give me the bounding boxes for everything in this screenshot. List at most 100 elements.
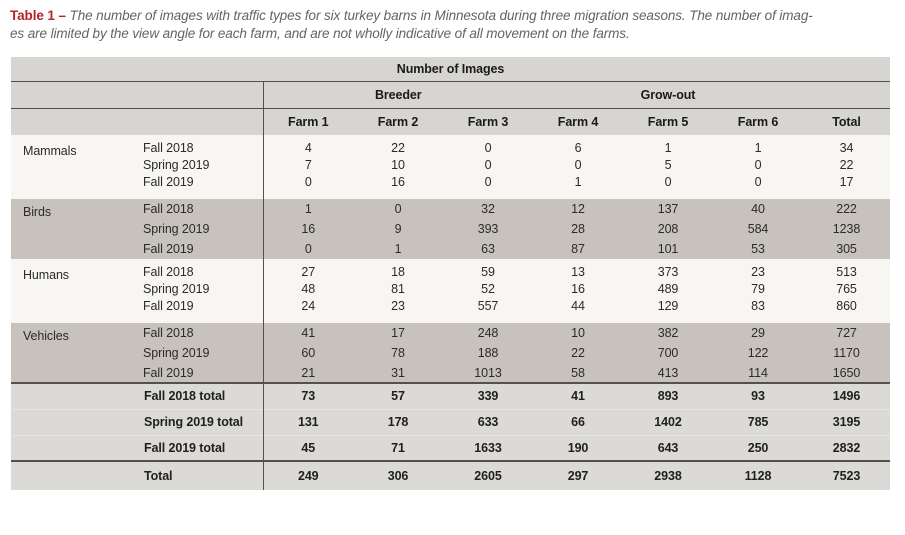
season-label: Fall 2019 <box>131 363 264 383</box>
table-row: Birds Fall 2018 1 0 32 12 137 40 222 <box>11 199 891 259</box>
season-label: Spring 2019 <box>131 279 264 299</box>
value-cell: 137 <box>623 199 713 219</box>
value-cell: 700 <box>623 343 713 363</box>
season-label: Fall 2019 <box>131 175 264 199</box>
grand-total-value: 2938 <box>623 460 713 490</box>
table-row: Spring 2019 60 78 188 22 700 122 1170 <box>11 343 891 363</box>
value-cell: 1013 <box>443 363 533 383</box>
table-caption: Table 1 – The number of images with traf… <box>10 7 898 42</box>
value-cell: 79 <box>713 279 803 299</box>
value-cell: 48 <box>263 279 353 299</box>
value-cell: 58 <box>533 363 623 383</box>
grand-total-value: 2605 <box>443 460 533 490</box>
value-cell: 24 <box>263 299 353 323</box>
value-cell: 129 <box>623 299 713 323</box>
value-cell: 305 <box>803 239 891 259</box>
value-cell: 28 <box>533 219 623 239</box>
value-cell: 413 <box>623 363 713 383</box>
value-cell: 0 <box>713 175 803 199</box>
value-cell: 10 <box>353 155 443 175</box>
value-cell: 32 <box>443 199 533 219</box>
season-total-label: Fall 2018 total <box>11 382 264 409</box>
season-total-value: 893 <box>623 382 713 409</box>
value-cell: 393 <box>443 219 533 239</box>
value-cell: 16 <box>533 279 623 299</box>
category-label: Humans <box>11 259 131 323</box>
value-cell: 40 <box>713 199 803 219</box>
grand-total-value: 297 <box>533 460 623 490</box>
table-row: Spring 2019 16 9 393 28 208 584 1238 <box>11 219 891 239</box>
season-total-label: Fall 2019 total <box>11 434 264 461</box>
group-header-growout: Grow-out <box>533 81 803 109</box>
caption-line1: The number of images with traffic types … <box>69 8 813 23</box>
value-cell: 860 <box>803 299 891 323</box>
value-cell: 0 <box>443 175 533 199</box>
season-total-value: 2832 <box>803 434 891 461</box>
grand-total-value: 306 <box>353 460 443 490</box>
value-cell: 584 <box>713 219 803 239</box>
group-header-breeder: Breeder <box>263 81 533 109</box>
value-cell: 0 <box>533 155 623 175</box>
season-total-value: 190 <box>533 434 623 461</box>
value-cell: 18 <box>353 259 443 279</box>
table-row: Fall 2019 24 23 557 44 129 83 860 <box>11 299 891 323</box>
season-label: Fall 2018 <box>131 323 264 343</box>
season-total-value: 1496 <box>803 382 891 409</box>
value-cell: 22 <box>533 343 623 363</box>
season-total-value: 3195 <box>803 408 891 435</box>
value-cell: 6 <box>533 135 623 155</box>
value-cell: 16 <box>353 175 443 199</box>
value-cell: 9 <box>353 219 443 239</box>
value-cell: 0 <box>443 135 533 155</box>
group-header-row: Breeder Grow-out <box>11 81 891 109</box>
season-total-value: 785 <box>713 408 803 435</box>
season-label: Spring 2019 <box>131 219 264 239</box>
season-total-row: Spring 2019 total 131 178 633 66 1402 785 3195 <box>11 408 891 435</box>
value-cell: 21 <box>263 363 353 383</box>
column-header-farm1: Farm 1 <box>263 108 353 135</box>
grand-total-label: Total <box>11 460 264 490</box>
season-label: Spring 2019 <box>131 343 264 363</box>
value-cell: 513 <box>803 259 891 279</box>
table-row: Mammals Fall 2018 4 22 0 6 1 1 34 <box>11 135 891 199</box>
table-row: Fall 2019 0 1 63 87 101 53 305 <box>11 239 891 259</box>
table-title-row: Number of Images <box>11 57 891 82</box>
category-label: Birds <box>11 199 131 259</box>
table-row: Spring 2019 48 81 52 16 489 79 765 <box>11 279 891 299</box>
group-header-spacer <box>11 81 264 109</box>
table-row: Fall 2019 21 31 1013 58 413 114 1650 <box>11 363 891 383</box>
column-header-total: Total <box>803 108 891 135</box>
value-cell: 27 <box>263 259 353 279</box>
value-cell: 41 <box>263 323 353 343</box>
value-cell: 489 <box>623 279 713 299</box>
value-cell: 248 <box>443 323 533 343</box>
season-total-value: 178 <box>353 408 443 435</box>
value-cell: 557 <box>443 299 533 323</box>
column-header-farm4: Farm 4 <box>533 108 623 135</box>
value-cell: 17 <box>353 323 443 343</box>
value-cell: 44 <box>533 299 623 323</box>
season-total-value: 131 <box>263 408 353 435</box>
grand-total-value: 1128 <box>713 460 803 490</box>
value-cell: 4 <box>263 135 353 155</box>
season-total-row: Fall 2018 total 73 57 339 41 893 93 1496 <box>11 382 891 409</box>
value-cell: 0 <box>443 155 533 175</box>
value-cell: 34 <box>803 135 891 155</box>
value-cell: 0 <box>263 239 353 259</box>
season-total-value: 339 <box>443 382 533 409</box>
season-label: Fall 2018 <box>131 199 264 219</box>
caption-label: Table 1 – <box>10 8 66 23</box>
season-total-value: 71 <box>353 434 443 461</box>
table-row: Spring 2019 7 10 0 0 5 0 22 <box>11 155 891 175</box>
value-cell: 765 <box>803 279 891 299</box>
value-cell: 1 <box>533 175 623 199</box>
value-cell: 83 <box>713 299 803 323</box>
grand-total-row: Total 249 306 2605 297 2938 1128 7523 <box>11 460 891 490</box>
value-cell: 1 <box>713 135 803 155</box>
value-cell: 52 <box>443 279 533 299</box>
value-cell: 23 <box>713 259 803 279</box>
value-cell: 29 <box>713 323 803 343</box>
season-label: Fall 2019 <box>131 239 264 259</box>
value-cell: 59 <box>443 259 533 279</box>
